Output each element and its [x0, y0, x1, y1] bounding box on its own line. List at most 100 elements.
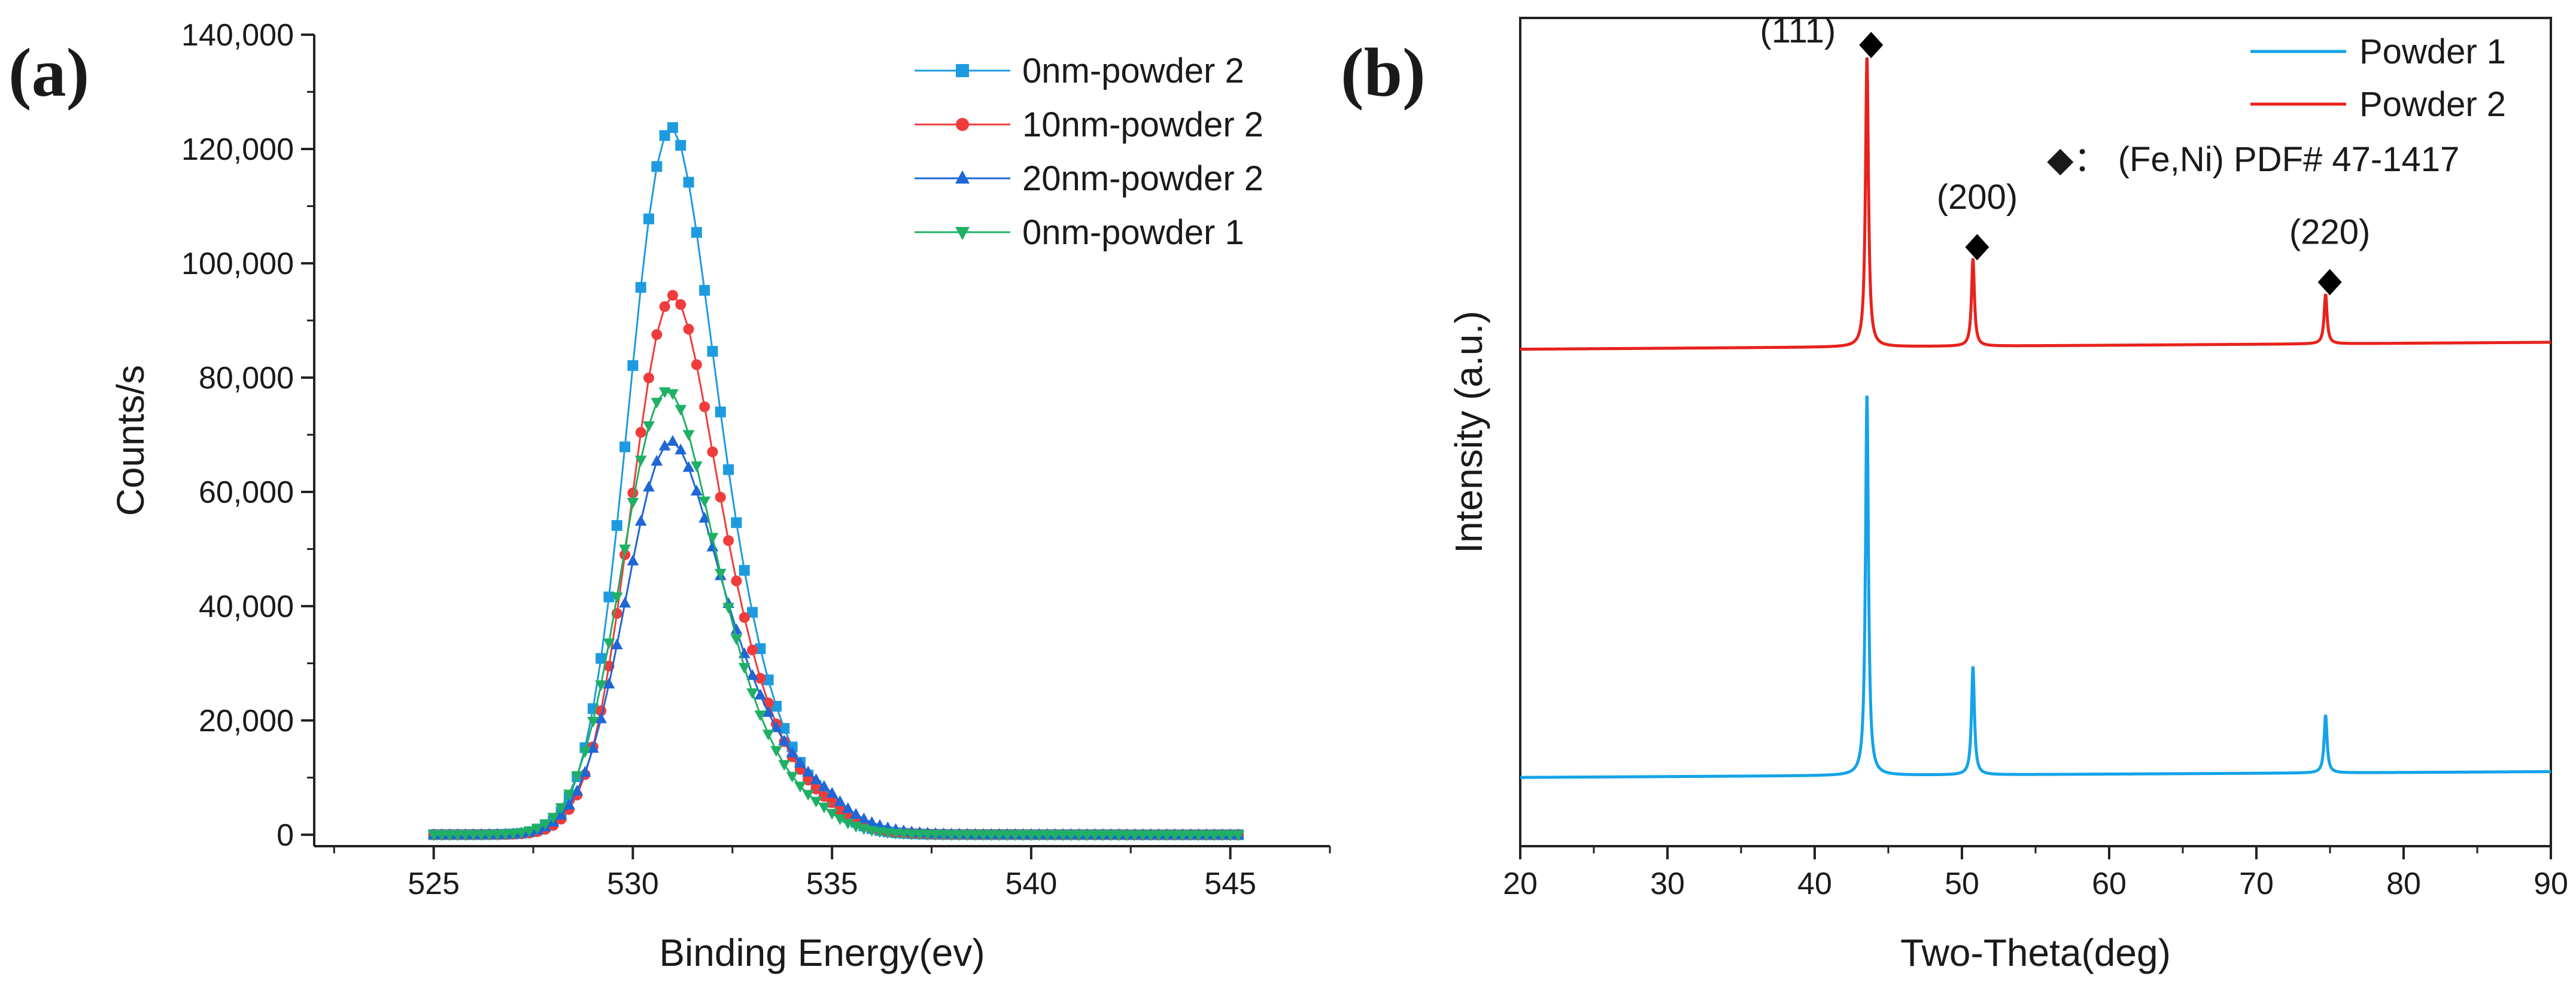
chart-panel-a: (a) 525 530 535 540 545 0 20,000 40,000 60,000 80,…: [8, 18, 1331, 974]
data-point: [515, 828, 527, 839]
data-point: [690, 484, 703, 496]
data-point: [651, 161, 663, 172]
data-point: [691, 359, 702, 370]
y-tick-label: 100,000: [181, 247, 294, 281]
data-point: [451, 830, 464, 841]
data-point: [1033, 830, 1046, 841]
data-point: [961, 830, 974, 841]
y-tick-label: 60,000: [199, 475, 294, 510]
x-tick-label: 530: [607, 867, 659, 901]
data-point: [898, 829, 910, 840]
data-point: [651, 397, 663, 409]
x-tick-label: 40: [1797, 867, 1832, 901]
data-point: [1120, 830, 1133, 841]
data-point: [587, 741, 599, 753]
data-point: [722, 603, 735, 614]
data-point: [1017, 830, 1029, 841]
data-point: [1152, 830, 1165, 841]
data-point: [747, 607, 758, 618]
data-point: [698, 496, 711, 507]
phase-diamond-marker: [1859, 32, 1884, 59]
data-point: [610, 592, 623, 603]
data-point: [682, 430, 695, 441]
data-point: [1065, 830, 1077, 841]
data-point: [603, 638, 615, 649]
data-point: [826, 808, 839, 820]
peak-hkl-label: (200): [1937, 178, 2018, 217]
data-point: [858, 812, 870, 823]
data-point: [651, 455, 663, 466]
data-point: [563, 789, 575, 801]
data-point: [611, 520, 622, 531]
data-point: [715, 406, 726, 418]
legend-label: 0nm-powder 1: [1022, 213, 1244, 252]
data-point: [499, 829, 512, 841]
y-tick-label: 0: [277, 818, 294, 853]
data-point: [667, 122, 678, 133]
y-tick-label: 120,000: [181, 132, 294, 167]
data-point: [699, 401, 710, 412]
data-point: [531, 823, 543, 835]
data-point: [913, 829, 926, 841]
data-point: [1025, 830, 1037, 841]
data-point: [483, 830, 496, 841]
data-point: [1113, 830, 1125, 841]
data-point: [634, 455, 647, 467]
data-point: [635, 427, 646, 438]
data-point: [1049, 830, 1061, 841]
panel-label-b: (b): [1341, 35, 1426, 111]
data-point: [699, 285, 710, 296]
chart-panel-b: (b) 20 30 40 50 60 70 80 90 Two-Theta(deg) Intensi…: [1341, 11, 2568, 974]
data-point: [818, 791, 830, 802]
data-point: [889, 829, 902, 840]
x-tick-label: 535: [806, 867, 858, 901]
data-point: [1184, 830, 1196, 841]
data-point: [707, 346, 718, 357]
data-point: [1073, 830, 1085, 841]
series-line: [433, 294, 1238, 836]
data-point: [627, 487, 639, 498]
legend-label: 10nm-powder 2: [1022, 105, 1263, 144]
data-point: [698, 512, 711, 523]
data-point: [1176, 830, 1189, 841]
data-point: [683, 177, 694, 188]
data-point: [523, 826, 536, 837]
data-point: [475, 830, 488, 841]
data-point: [929, 830, 942, 841]
data-point: [1089, 830, 1101, 841]
data-point: [643, 421, 655, 433]
data-point: [953, 830, 965, 841]
data-point: [747, 645, 758, 656]
data-point: [1208, 830, 1220, 841]
data-point: [547, 813, 560, 824]
data-point: [1129, 830, 1141, 841]
peak-hkl-label: (111): [1760, 11, 1836, 50]
legend-marker: [956, 118, 969, 131]
data-point: [1232, 830, 1244, 841]
data-point: [834, 795, 846, 807]
series-line: [433, 440, 1238, 836]
data-point: [651, 329, 663, 341]
data-point: [937, 830, 950, 841]
data-point: [595, 680, 607, 692]
data-point: [754, 710, 767, 722]
data-point: [770, 746, 782, 757]
data-point: [802, 790, 815, 801]
legend-marker: [955, 170, 970, 184]
data-point: [491, 829, 504, 841]
data-point: [731, 575, 742, 586]
x-tick-label: 80: [2386, 867, 2421, 901]
data-point: [596, 653, 607, 664]
data-point: [627, 497, 639, 509]
y-tick-label: 80,000: [199, 361, 294, 396]
data-point: [555, 803, 567, 814]
data-point: [818, 780, 830, 791]
data-point: [882, 828, 894, 839]
data-point: [603, 677, 615, 689]
data-point: [1144, 830, 1157, 841]
data-point: [746, 669, 758, 680]
data-point: [1216, 830, 1229, 841]
data-point: [730, 634, 743, 646]
data-point: [1057, 830, 1070, 841]
